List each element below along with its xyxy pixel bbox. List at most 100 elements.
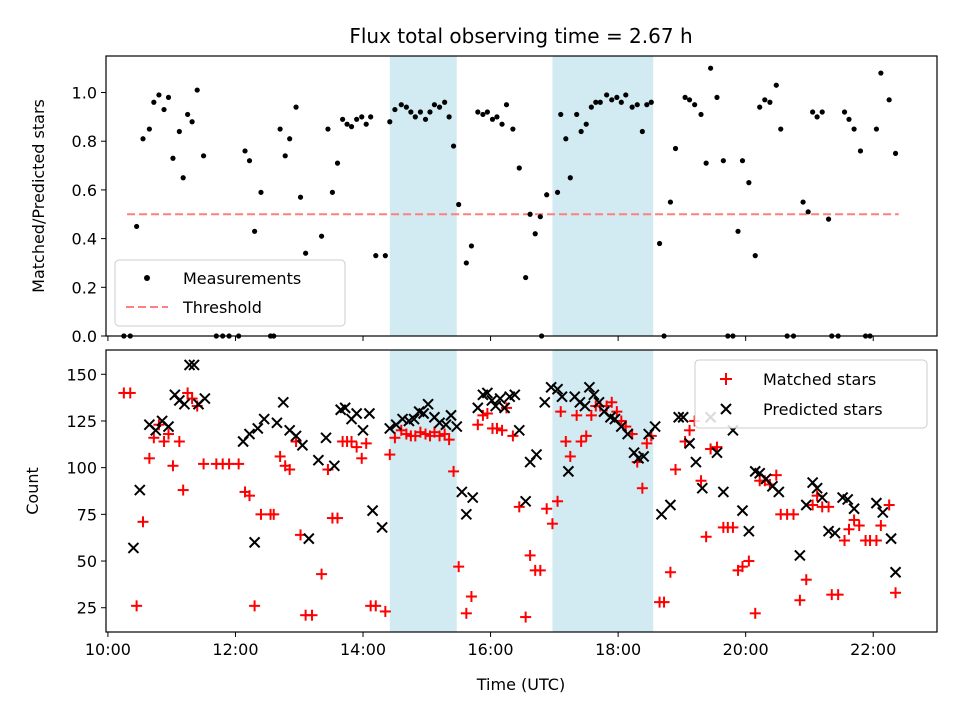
predicted-star-point: [800, 499, 812, 511]
predicted-star-point: [417, 407, 430, 420]
matched-star-point: [534, 564, 546, 576]
measurement-point: [720, 158, 726, 164]
predicted-star-point: [303, 532, 315, 545]
predicted-star-point: [877, 506, 889, 519]
measurement-point: [597, 99, 603, 105]
measurement-point: [762, 97, 768, 103]
measurement-point: [363, 121, 369, 127]
matched-star-point: [606, 396, 618, 408]
measurement-point: [156, 92, 162, 98]
measurement-point: [672, 145, 679, 152]
matched-star-point: [823, 501, 835, 513]
predicted-star-point: [271, 417, 283, 429]
measurement-point: [667, 199, 674, 205]
predicted-star-point: [376, 521, 388, 534]
measurement-point: [422, 116, 429, 122]
matched-star-point: [370, 600, 382, 612]
matched-star-point: [890, 587, 902, 599]
measurement-point: [614, 94, 620, 100]
measurement-point: [417, 109, 424, 115]
matched-star-point: [198, 458, 210, 470]
measurement-point: [523, 274, 529, 281]
predicted-star-point: [690, 456, 702, 468]
bot-ytick-label: 125: [66, 412, 97, 431]
measurement-point: [176, 128, 182, 135]
matched-star-point: [695, 475, 707, 487]
x-axis-title: Time (UTC): [476, 675, 565, 694]
matched-star-point: [351, 441, 363, 453]
matched-star-point: [233, 458, 245, 470]
predicted-star-point: [583, 381, 596, 394]
predicted-star-point: [440, 418, 452, 431]
measurement-point: [489, 116, 496, 122]
matched-star-point: [439, 428, 451, 440]
measurement-point: [752, 253, 758, 259]
measurement-point: [554, 189, 561, 195]
predicted-star-point: [519, 495, 532, 507]
measurement-point: [746, 180, 752, 186]
measurement-point: [707, 65, 714, 71]
predicted-star-point: [312, 454, 325, 466]
bot-shaded-interval-0: [389, 350, 457, 632]
measurement-point: [446, 114, 452, 120]
measurement-point: [618, 99, 624, 105]
predicted-star-point: [677, 411, 689, 423]
measurement-point: [578, 128, 584, 135]
predicted-star-point: [664, 499, 677, 511]
matched-star-point: [727, 521, 739, 533]
measurement-point: [537, 214, 543, 220]
matched-star-point: [664, 566, 676, 578]
measurement-point: [503, 102, 510, 108]
measurement-point: [450, 143, 457, 149]
matched-star-point: [770, 469, 782, 481]
predicted-star-point: [539, 396, 551, 408]
top-shaded-interval-1: [552, 56, 654, 336]
matched-star-point: [636, 482, 648, 494]
measurement-point: [359, 114, 365, 120]
matched-star-point: [843, 523, 855, 535]
top-axes-frame: [105, 55, 938, 337]
matched-star-point: [875, 520, 887, 532]
xtick-label: 20:00: [723, 640, 769, 659]
measurement-point: [134, 223, 140, 230]
predicted-star-point: [683, 437, 696, 450]
matched-star-point: [306, 609, 318, 621]
top-legend: Measurements Threshold: [114, 259, 346, 327]
matched-star-point: [255, 508, 267, 520]
measurement-point: [344, 121, 350, 127]
top-ytick-label: 0.2: [72, 278, 97, 297]
matched-star-point: [379, 605, 391, 617]
matched-star-point: [575, 436, 587, 448]
matched-star-point: [832, 589, 844, 601]
matched-star-point: [124, 387, 136, 399]
measurement-point: [329, 189, 336, 195]
matched-star-point: [711, 441, 723, 453]
predicted-star-point: [357, 424, 369, 437]
predicted-star-point: [451, 420, 463, 433]
predicted-star-point: [258, 413, 270, 425]
matched-star-point: [700, 531, 712, 543]
predicted-star-point: [736, 504, 749, 517]
predicted-star-point: [363, 407, 376, 420]
measurement-point: [686, 97, 693, 103]
matched-star-point: [848, 514, 860, 526]
measurement-point: [431, 102, 438, 108]
chart-title: Flux total observing time = 2.67 h: [349, 24, 692, 48]
matched-star-point: [448, 465, 460, 477]
measurement-point: [692, 102, 698, 108]
measurement-point: [287, 136, 293, 142]
measurement-point: [161, 106, 167, 113]
bottom-ylabel: Count: [23, 467, 42, 515]
measurement-point: [436, 104, 443, 110]
measurement-point: [593, 99, 599, 105]
matched-star-point: [158, 436, 170, 448]
predicted-star-point: [829, 527, 841, 539]
predicted-star-point: [816, 491, 828, 504]
matched-star-point: [501, 402, 513, 414]
measurement-point: [735, 228, 741, 234]
measurement-point: [648, 99, 654, 105]
bottom-axes-frame: [105, 349, 938, 633]
measurement-point: [185, 111, 191, 118]
measurement-point: [814, 114, 820, 120]
measurement-point: [567, 175, 573, 181]
